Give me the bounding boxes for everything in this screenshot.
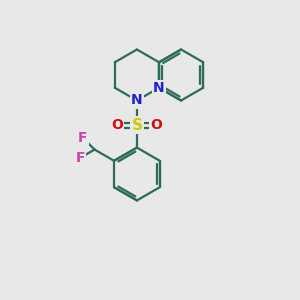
Text: S: S	[131, 118, 142, 133]
Text: F: F	[76, 151, 85, 165]
Text: O: O	[112, 118, 123, 132]
Text: N: N	[153, 81, 165, 95]
Text: N: N	[131, 94, 143, 107]
Text: F: F	[78, 131, 88, 145]
Text: O: O	[151, 118, 162, 132]
